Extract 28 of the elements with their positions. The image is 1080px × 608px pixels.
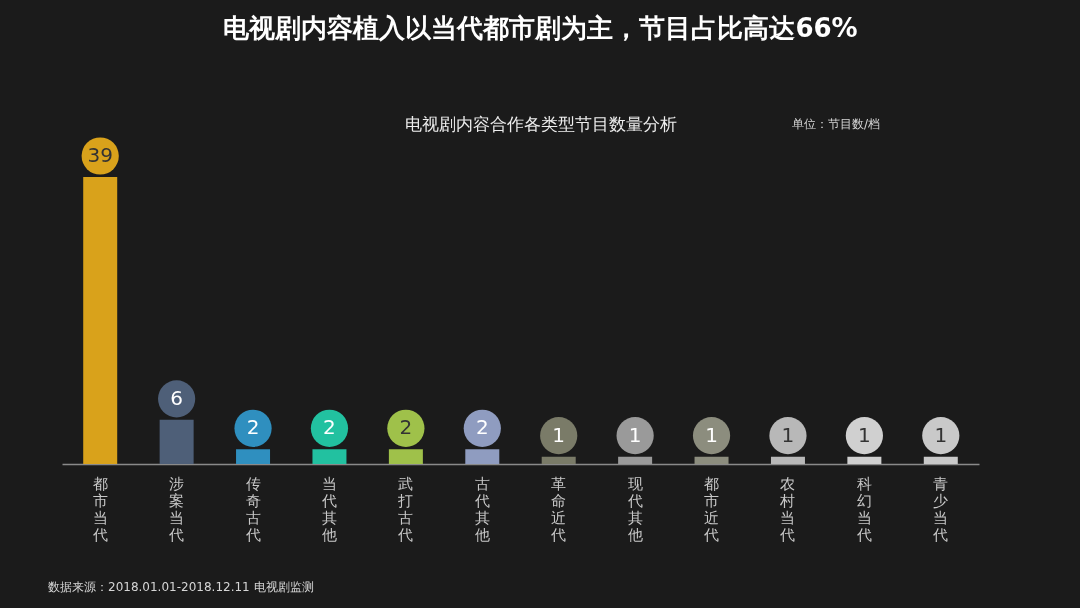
x-tick-label: 革命近代 xyxy=(550,474,567,544)
data-label: 2 xyxy=(323,415,336,440)
chart-title: 电视剧内容植入以当代都市剧为主，节目占比高达66% xyxy=(223,13,858,43)
data-label: 2 xyxy=(399,415,413,440)
data-label: 1 xyxy=(628,422,642,447)
x-tick-label: 现代其他 xyxy=(626,474,643,544)
x-tick-label: 农村当代 xyxy=(779,474,796,544)
data-label: 1 xyxy=(705,422,718,447)
x-tick-label: 都市近代 xyxy=(703,474,720,544)
x-tick-label: 都市当代 xyxy=(91,474,108,544)
text: 单位：节目数/档 xyxy=(792,117,881,131)
data-label: 1 xyxy=(934,422,948,447)
data-label: 1 xyxy=(781,422,795,447)
chart-subtitle: 电视剧内容合作各类型节目数量分析 xyxy=(404,114,677,134)
data-label: 6 xyxy=(170,385,183,410)
x-tick-label: 武打古代 xyxy=(397,474,414,544)
x-tick-label: 青少当代 xyxy=(932,474,949,544)
data-label: 2 xyxy=(475,415,489,440)
data-label: 1 xyxy=(858,422,871,447)
source-note: 数据来源：2018.01.01-2018.12.11 电视剧监测 xyxy=(48,580,314,594)
data-label: 1 xyxy=(552,422,566,447)
x-tick-label: 涉案当代 xyxy=(168,474,185,544)
x-tick-label: 传奇古代 xyxy=(244,474,261,544)
x-tick-label: 古代其他 xyxy=(473,474,490,544)
x-tick-label: 科幻当代 xyxy=(855,474,872,544)
data-label: 39 xyxy=(87,143,113,167)
x-tick-label: 当代其他 xyxy=(320,474,337,544)
data-label: 2 xyxy=(246,415,260,440)
